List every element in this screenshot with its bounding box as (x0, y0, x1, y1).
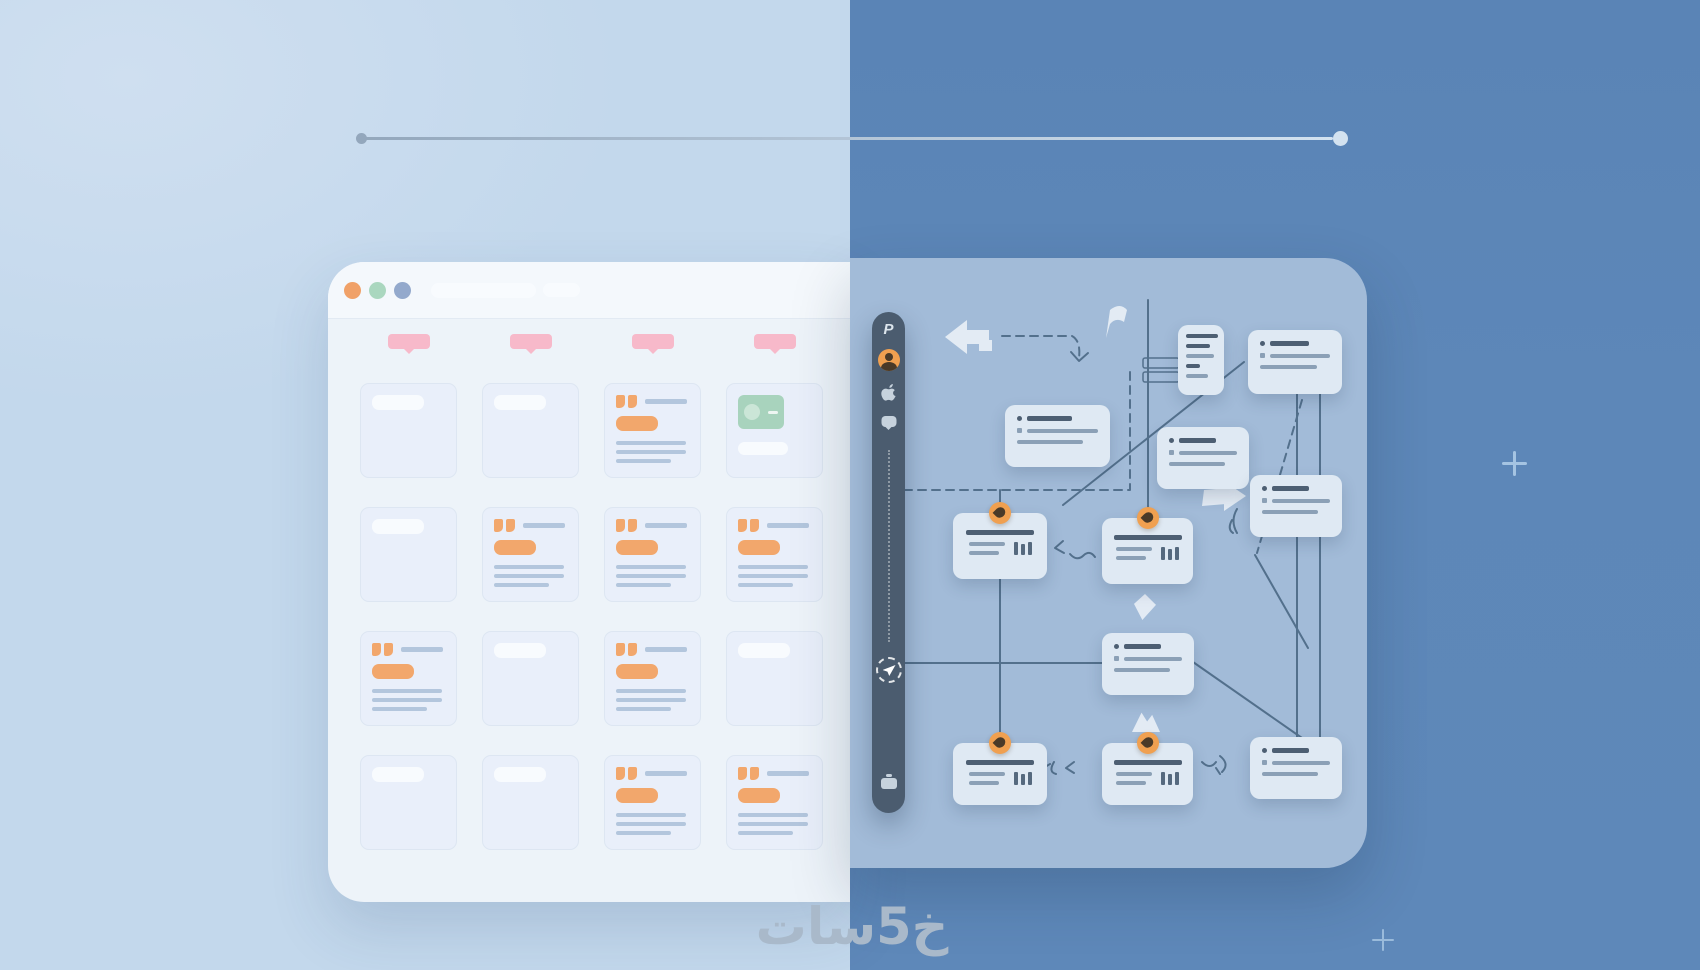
bar-chart-icon (1013, 772, 1032, 785)
flow-node-bullet[interactable] (1102, 633, 1194, 695)
url-bar[interactable] (431, 282, 536, 298)
board-card-quote[interactable] (360, 631, 457, 726)
board-card-title[interactable] (482, 631, 579, 726)
board-card-quote[interactable] (726, 755, 823, 850)
traffic-light-close[interactable] (344, 281, 361, 299)
board-card-quote[interactable] (482, 507, 579, 602)
cards-grid (360, 383, 823, 850)
board-card-title[interactable] (360, 383, 457, 478)
flag-icon (1098, 302, 1132, 345)
board-card-title[interactable] (360, 755, 457, 850)
bar-chart-icon (1161, 772, 1179, 785)
column-tag[interactable] (631, 334, 674, 354)
flow-node-bullet[interactable] (1248, 330, 1342, 394)
paypal-icon[interactable]: P (883, 321, 894, 338)
flow-node-bullet[interactable] (1250, 737, 1342, 799)
board-card-title[interactable] (482, 755, 579, 850)
board-card-image[interactable] (726, 383, 823, 478)
board-card-title[interactable] (360, 507, 457, 602)
board-card-quote[interactable] (604, 631, 701, 726)
traffic-light-minimize[interactable] (369, 281, 386, 299)
timeline-end-dot (1333, 131, 1348, 146)
flow-node-badge[interactable] (953, 502, 1047, 579)
dotted-divider (887, 450, 890, 642)
avatar-icon[interactable] (877, 349, 900, 371)
avatar-badge (989, 502, 1011, 524)
timeline (356, 124, 1348, 152)
board-card-quote[interactable] (604, 383, 701, 478)
avatar-badge (1136, 732, 1159, 754)
avatar-badge (989, 732, 1011, 754)
browser-chrome (328, 262, 850, 319)
browser-window (328, 262, 850, 902)
board-card-quote[interactable] (604, 755, 701, 850)
board-column-tags (360, 334, 823, 354)
flow-node-bullet[interactable] (1250, 475, 1342, 537)
flow-node-badge[interactable] (1102, 732, 1193, 805)
board-card-title[interactable] (482, 383, 579, 478)
plus-icon (1502, 451, 1527, 476)
thumbnail (738, 395, 784, 429)
column-tag[interactable] (753, 334, 796, 354)
apple-icon[interactable] (880, 383, 897, 406)
flow-node-bullet[interactable] (1005, 405, 1110, 467)
timeline-line (362, 137, 1333, 140)
tv-icon[interactable] (880, 774, 897, 789)
chat-icon[interactable] (881, 416, 896, 430)
column-tag[interactable] (387, 334, 430, 354)
bar-chart-icon (1161, 547, 1179, 560)
traffic-light-maximize[interactable] (394, 281, 411, 299)
board-card-quote[interactable] (604, 507, 701, 602)
board-card-quote[interactable] (726, 507, 823, 602)
send-icon[interactable] (875, 657, 902, 683)
timeline-start-dot (356, 133, 367, 144)
sidebar-toolbar: P (872, 312, 905, 813)
flow-node-badge[interactable] (953, 732, 1047, 805)
back-arrow-icon (945, 320, 997, 363)
flowchart-panel: P (850, 258, 1367, 868)
diamond-icon (1134, 594, 1156, 620)
plus-icon (1372, 929, 1394, 951)
watermark: خ5سات (755, 898, 949, 957)
flow-node-badge[interactable] (1102, 507, 1193, 584)
flow-node-bullet[interactable] (1157, 427, 1249, 489)
flow-node-note[interactable] (1178, 325, 1224, 395)
tab-pill[interactable] (543, 283, 580, 297)
column-tag[interactable] (509, 334, 552, 354)
board-card-title[interactable] (726, 631, 823, 726)
avatar-badge (1136, 507, 1159, 529)
image-icon (1132, 710, 1160, 732)
bar-chart-icon (1013, 542, 1032, 555)
